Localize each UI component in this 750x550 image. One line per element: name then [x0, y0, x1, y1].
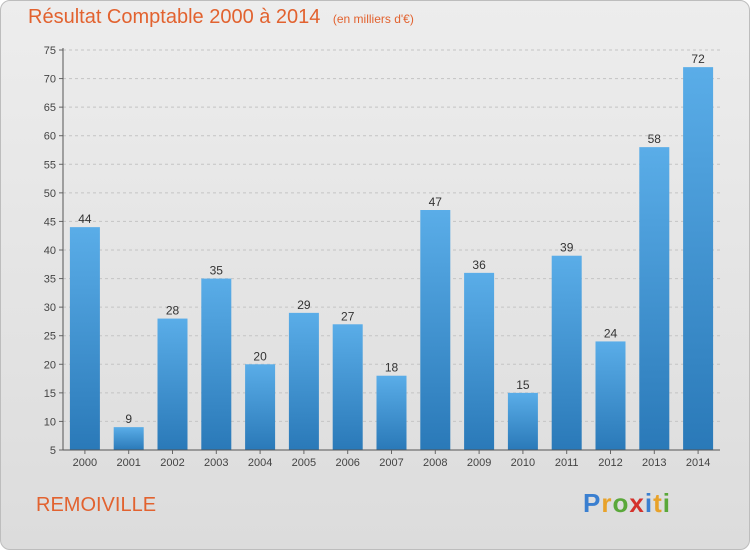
x-tick-label: 2013: [642, 457, 666, 469]
y-tick-label: 20: [44, 359, 56, 371]
y-tick-label: 30: [44, 302, 56, 314]
bar-2002: [157, 318, 188, 450]
title-block: Résultat Comptable 2000 à 2014 (en milli…: [28, 6, 414, 29]
y-tick-label: 60: [44, 131, 56, 143]
y-tick-label: 65: [44, 102, 56, 114]
x-tick-label: 2004: [248, 457, 272, 469]
proxiti-logo: Proxiti: [583, 488, 671, 519]
value-label: 44: [78, 212, 92, 226]
y-tick-label: 55: [44, 159, 56, 171]
bars: 44 9 28 35 20 29 27 18 47 36 15 39 24 58 72: [69, 52, 714, 451]
bar-2001: [113, 427, 144, 450]
value-label: 20: [253, 349, 267, 363]
logo-letter: i: [644, 488, 654, 518]
x-tick-label: 2010: [511, 457, 535, 469]
bar-2013: [639, 147, 670, 450]
axes: 5 10 15 20 25 30 35 40 45 50 55 60 65 70 75 2000 2001 200…: [44, 45, 720, 469]
value-label: 58: [648, 132, 662, 146]
x-tick-label: 2002: [160, 457, 184, 469]
value-label: 9: [125, 412, 132, 426]
logo-letter: P: [583, 488, 602, 518]
x-tick-label: 2005: [292, 457, 316, 469]
x-tick-label: 2003: [204, 457, 228, 469]
bar-2006: [332, 324, 363, 450]
x-tick-label: 2014: [686, 457, 710, 469]
logo-letter: t: [653, 488, 663, 518]
value-label: 39: [560, 241, 574, 255]
bar-2005: [288, 312, 319, 450]
x-tick-label: 2006: [335, 457, 359, 469]
value-label: 27: [341, 309, 355, 323]
bar-2012: [595, 341, 626, 450]
x-tick-label: 2001: [116, 457, 140, 469]
bar-2014: [683, 67, 714, 451]
y-tick-label: 15: [44, 388, 56, 400]
logo-letter: r: [601, 488, 613, 518]
logo-letter: x: [629, 488, 645, 518]
x-tick-label: 2008: [423, 457, 447, 469]
value-label: 15: [516, 378, 530, 392]
bar-2009: [464, 272, 495, 450]
value-label: 18: [385, 361, 399, 375]
bar-2008: [420, 210, 451, 450]
value-label: 29: [297, 298, 311, 312]
y-tick-label: 25: [44, 331, 56, 343]
y-tick-label: 40: [44, 245, 56, 257]
y-tick-label: 75: [44, 45, 56, 57]
bar-2000: [69, 227, 100, 450]
bar-2011: [551, 255, 582, 450]
y-tick-label: 70: [44, 74, 56, 86]
bar-2003: [201, 278, 232, 450]
x-tick-label: 2000: [73, 457, 97, 469]
value-label: 36: [472, 258, 486, 272]
value-label: 24: [604, 326, 618, 340]
y-tick-label: 10: [44, 416, 56, 428]
chart-subtitle: (en milliers d'€): [332, 12, 414, 26]
value-label: 47: [429, 195, 443, 209]
logo-letter: o: [612, 488, 630, 518]
y-tick-label: 35: [44, 274, 56, 286]
y-tick-label: 50: [44, 188, 56, 200]
x-tick-label: 2007: [379, 457, 403, 469]
commune-name: REMOIVILLE: [36, 494, 157, 516]
y-tick-label: 5: [50, 445, 56, 457]
bar-2010: [507, 392, 538, 450]
x-tick-label: 2012: [598, 457, 622, 469]
bar-2007: [376, 375, 407, 450]
value-label: 35: [210, 264, 224, 278]
logo-letter: i: [662, 488, 671, 518]
value-label: 28: [166, 304, 180, 318]
bar-2004: [245, 364, 276, 450]
x-tick-label: 2009: [467, 457, 491, 469]
value-label: 72: [691, 52, 705, 66]
x-tick-label: 2011: [555, 457, 579, 469]
chart-title: Résultat Comptable 2000 à 2014: [28, 6, 321, 28]
y-tick-label: 45: [44, 216, 56, 228]
